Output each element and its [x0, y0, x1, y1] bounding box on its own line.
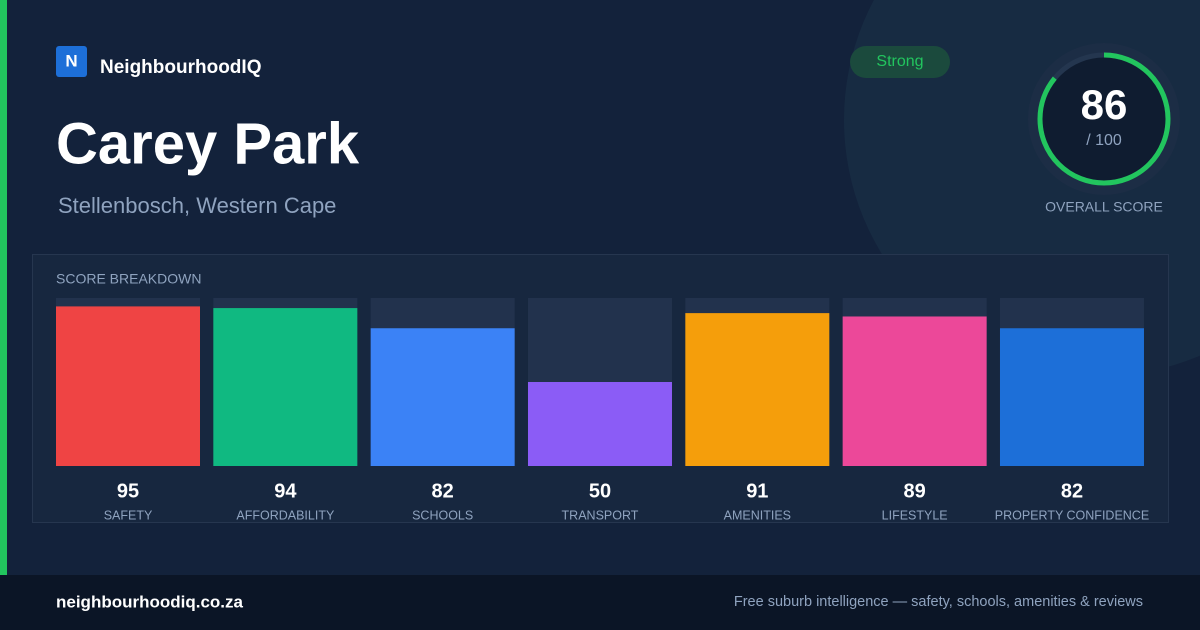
category-label: LIFESTYLE: [882, 508, 948, 522]
footer: [0, 575, 1200, 630]
value-label: 50: [589, 480, 611, 502]
value-label: 94: [274, 480, 297, 502]
category-label: SAFETY: [104, 508, 153, 522]
bar: [527, 382, 672, 466]
bar: [213, 308, 358, 466]
score-ring: [1037, 52, 1171, 186]
suburb-title: Carey Park: [56, 111, 360, 176]
footer-tagline: Free suburb intelligence — safety, schoo…: [734, 594, 1143, 610]
badge: [850, 46, 950, 78]
category-label: SCHOOLS: [412, 508, 473, 522]
logo-letter: N: [65, 51, 77, 70]
bar: [685, 313, 830, 466]
score-label: OVERALL SCORE: [1045, 199, 1163, 215]
score-value: 86: [1081, 81, 1128, 128]
subtitle: Stellenbosch, Western Cape: [58, 193, 336, 218]
breakdown-title: SCORE BREAKDOWN: [56, 271, 201, 287]
badge-text: Strong: [876, 53, 923, 70]
footer-site: neighbourhoodiq.co.za: [56, 592, 244, 611]
category-label: AMENITIES: [724, 508, 791, 522]
bar: [56, 306, 200, 466]
logo-box: [56, 46, 87, 77]
value-label: 82: [1061, 480, 1083, 502]
value-label: 95: [117, 480, 139, 502]
brand-name: NeighbourhoodIQ: [100, 57, 261, 78]
category-label: TRANSPORT: [562, 508, 639, 522]
bar: [999, 328, 1144, 466]
category-label: AFFORDABILITY: [236, 508, 335, 522]
accent-stripe: [0, 0, 7, 575]
bar: [842, 316, 987, 466]
bar: [370, 328, 515, 466]
value-label: 82: [432, 480, 454, 502]
score-max: / 100: [1086, 132, 1122, 149]
category-label: PROPERTY CONFIDENCE: [995, 508, 1149, 522]
value-label: 91: [746, 480, 768, 502]
value-label: 89: [904, 480, 926, 502]
